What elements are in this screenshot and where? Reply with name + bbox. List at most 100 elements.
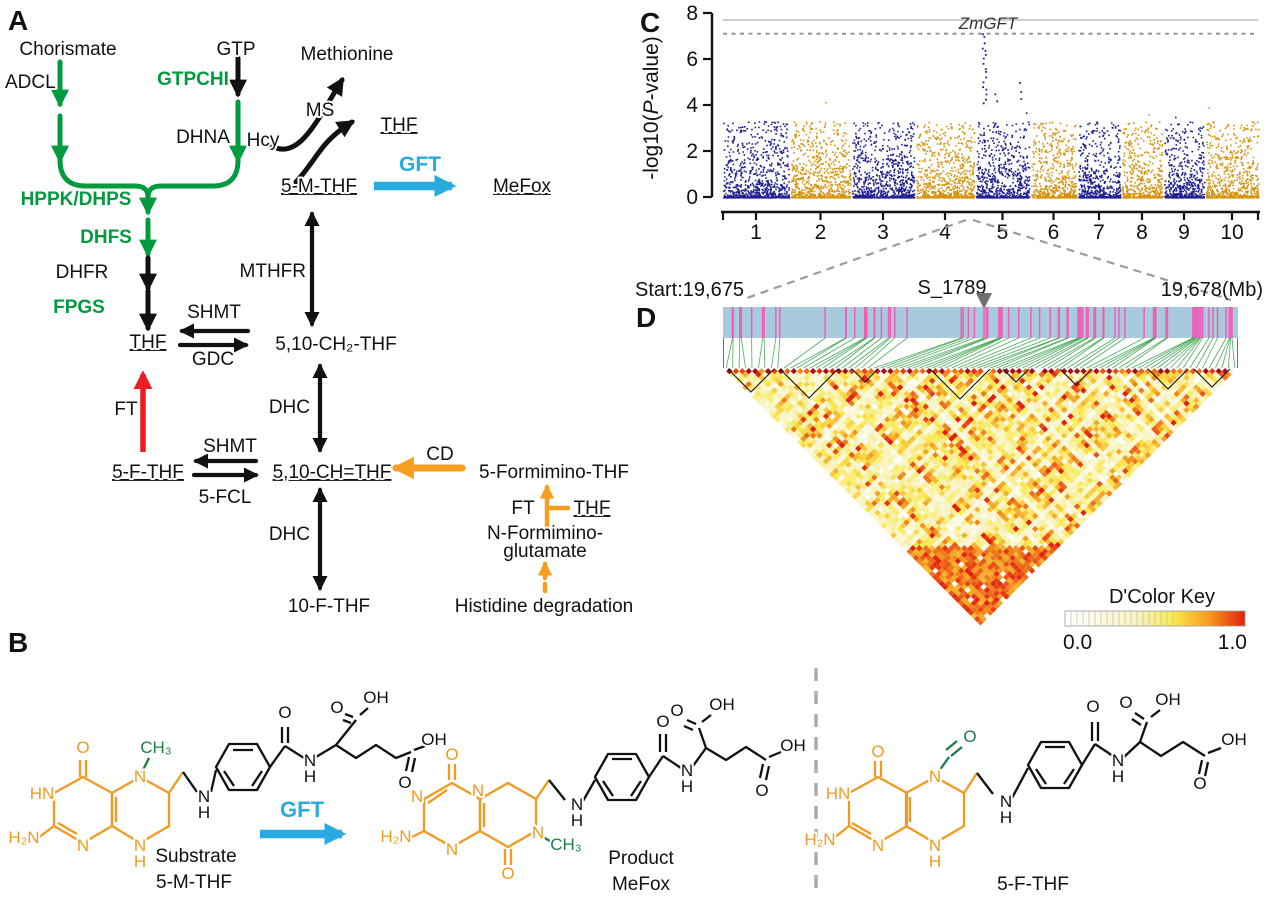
pathway-label-ft: FT	[114, 399, 138, 420]
ld-cell	[1209, 374, 1216, 381]
ld-cell	[1089, 397, 1097, 404]
ld-cells	[945, 490, 1097, 542]
ld-cell	[1138, 380, 1145, 388]
ld-cell	[1118, 387, 1126, 394]
ld-cell	[819, 377, 826, 385]
ld-cell	[1070, 448, 1078, 455]
ld-cell	[1012, 525, 1020, 533]
ld-cell	[932, 406, 939, 414]
ld-cell	[1041, 471, 1049, 478]
ld-cell	[877, 390, 884, 397]
ld-cell	[1128, 377, 1135, 385]
ld-cell	[1125, 380, 1132, 388]
ld-cell	[964, 586, 971, 594]
ld-cell	[1032, 448, 1039, 455]
ld-cell	[1048, 458, 1055, 465]
ld-cell	[1080, 413, 1087, 420]
ld-cell	[871, 493, 878, 500]
ld-cell	[813, 429, 820, 436]
ld-cell	[822, 368, 830, 375]
ld-cell	[999, 577, 1007, 584]
ld-cell	[803, 419, 810, 426]
ld-cell	[1057, 519, 1065, 526]
ld-cell	[1057, 422, 1065, 430]
ld-cell	[858, 474, 865, 481]
ld-cell	[1006, 377, 1013, 385]
ld-cell	[1096, 500, 1103, 507]
fan-line	[1009, 337, 1080, 369]
ld-cell	[1151, 413, 1158, 420]
ld-cell	[896, 525, 904, 533]
fan-line	[1125, 337, 1168, 369]
pathway-label-n-formimino-: N-Formimino-	[487, 523, 603, 544]
ld-cell	[893, 522, 900, 529]
ld-cell	[980, 403, 987, 410]
ld-cell	[977, 541, 984, 549]
ld-cell	[951, 445, 958, 452]
ld-cell	[938, 406, 946, 414]
ld-cell	[1022, 368, 1029, 375]
ld-cell	[903, 493, 910, 500]
ld-cell	[980, 532, 987, 539]
ld-cell	[1012, 506, 1020, 513]
ld-cell	[800, 371, 807, 378]
ld-cell	[900, 374, 907, 381]
ld-cell	[996, 574, 1003, 581]
ld-cell	[777, 368, 785, 375]
fan-line	[1227, 337, 1232, 369]
chromosome-label: 6	[1048, 221, 1060, 244]
ld-cell	[941, 512, 949, 520]
ld-cell	[1048, 374, 1055, 381]
ld-cell	[1083, 390, 1090, 397]
ld-cell	[1180, 390, 1187, 397]
ld-cell	[1157, 413, 1164, 420]
ld-cells	[819, 419, 1061, 517]
ld-cell	[851, 377, 859, 385]
ld-cell	[784, 425, 791, 433]
ld-cell	[964, 458, 971, 465]
ld-cell	[941, 557, 949, 565]
ld-cell	[1022, 393, 1029, 401]
ld-cell	[1151, 406, 1158, 414]
ld-cell	[777, 374, 785, 381]
ld-cell	[887, 503, 894, 510]
ld-cells	[1041, 490, 1049, 497]
ld-cell	[752, 380, 759, 388]
ld-cell	[1131, 406, 1139, 414]
ld-cell	[1089, 461, 1097, 468]
ld-cell	[800, 442, 807, 449]
pathway-label-shmt: SHMT	[203, 436, 257, 457]
fan-line	[1080, 337, 1126, 369]
ld-cell	[1051, 429, 1058, 436]
ld-cells	[790, 371, 1222, 542]
points-odd-chromosomes	[723, 33, 1206, 199]
ld-cell	[970, 586, 978, 594]
ld-cell	[1067, 464, 1074, 471]
chromosome-label: 3	[877, 221, 889, 244]
ld-cell	[1070, 487, 1078, 494]
fan-line	[887, 337, 969, 369]
ld-cell	[1041, 477, 1049, 484]
ld-cell	[1106, 464, 1113, 471]
ld-cell	[842, 438, 849, 446]
ld-cell	[958, 419, 965, 426]
ld-cell	[861, 419, 868, 426]
ld-cells	[851, 384, 1032, 397]
ld-cell	[883, 461, 891, 468]
ld-cell	[855, 368, 862, 375]
ld-cell	[935, 493, 942, 500]
ld-cell	[771, 380, 778, 388]
ld-cells	[1038, 422, 1045, 430]
ld-cell	[1035, 516, 1042, 523]
ld-cell	[961, 384, 968, 391]
ld-cell	[974, 442, 981, 449]
ld-cell	[1025, 545, 1032, 552]
ld-cell	[851, 467, 859, 475]
atom-label-n: N	[929, 767, 941, 786]
ld-cell	[1048, 522, 1055, 529]
ld-cell	[900, 419, 907, 426]
ld-cell	[1122, 403, 1129, 410]
panel-d-ld: D Start:19,675 S_1789 19,678(Mb) D'Color…	[635, 218, 1263, 654]
ld-cell	[977, 445, 984, 452]
ld-cell	[958, 554, 965, 562]
